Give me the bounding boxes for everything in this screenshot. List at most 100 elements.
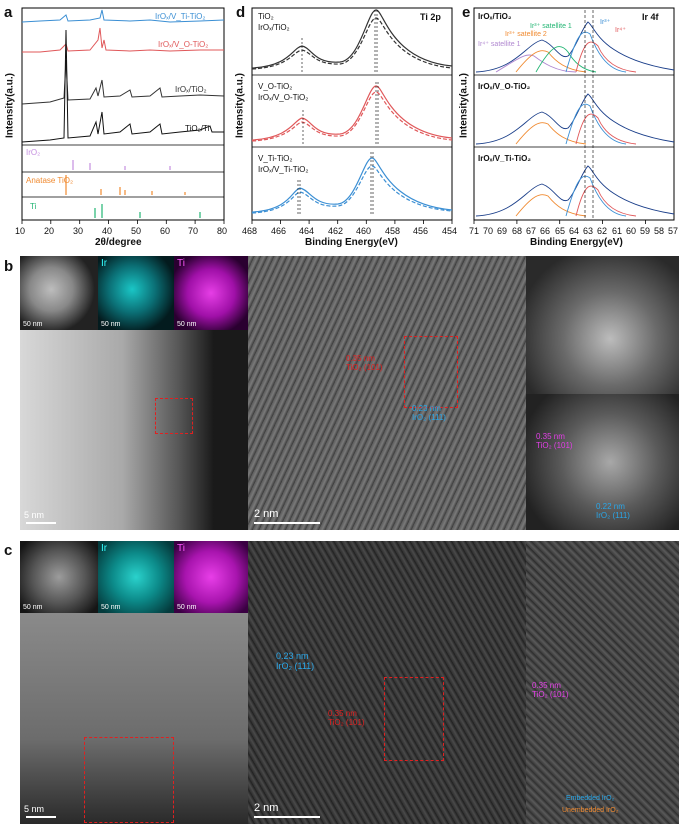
- c-scalebar-main: [26, 816, 56, 818]
- xtick: 464: [299, 226, 315, 236]
- c-annot-tio2: 0.35 nm TiO₂ (101): [328, 709, 365, 727]
- panel-letter-a: a: [4, 4, 13, 21]
- ti2p-legend-2-solid: V_O-TiO₂: [258, 82, 293, 91]
- c-haadf-overview: 50 nm: [20, 541, 98, 613]
- c-eds-ti-label: Ti: [177, 543, 185, 554]
- b-scale-main-label: 5 nm: [24, 510, 45, 520]
- c-hrstem-zoom: 0.23 nm IrO₂ (111) 0.35 nm TiO₂ (101) 2 …: [248, 541, 526, 824]
- b-atomic-bottom: 0.35 nm TiO₂ (101) 0.22 nm IrO₂ (111): [526, 394, 679, 530]
- xtick: 68: [512, 226, 523, 236]
- ir4f-ylabel: Intensity(a.u.): [458, 73, 470, 139]
- panel-letter-c: c: [4, 542, 13, 559]
- xtick: 30: [73, 226, 84, 236]
- c-zoom-box-2: [384, 677, 444, 761]
- ti2p-legend-2-dashed: IrOₓ/V_O-TiO₂: [258, 93, 309, 102]
- c-eds-scale-2: 50 nm: [177, 604, 197, 611]
- xrd-label-vti: IrOₓ/V_Ti-TiO₂: [155, 12, 206, 21]
- ref-label-ti: Ti: [30, 202, 37, 211]
- c-eds-ti-map: Ti 50 nm: [174, 541, 248, 613]
- xtick: 60: [626, 226, 637, 236]
- xtick: 66: [540, 226, 551, 236]
- b-scalebar-main: [26, 522, 56, 524]
- b-eds-ir-label: Ir: [101, 258, 108, 269]
- xrd-label-vo: IrOₓ/V_O-TiO₂: [158, 40, 209, 49]
- xtick: 57: [668, 226, 679, 236]
- xrd-trace-iro: [21, 59, 225, 105]
- ti2p-title: Ti 2p: [420, 12, 441, 22]
- ref-ti-sticks: [94, 204, 201, 218]
- b-annot-iro2-b: 0.22 nm IrO₂ (111): [596, 502, 630, 520]
- xtick: 65: [555, 226, 566, 236]
- b-scalebar-zoom: [254, 522, 320, 524]
- xtick: 462: [328, 226, 344, 236]
- ir4f-xlabel: Binding Energy(eV): [530, 237, 623, 248]
- xps-ti2p-chart: [251, 7, 453, 224]
- ti2p-ylabel: Intensity(a.u.): [234, 73, 246, 139]
- c-eds-scale-1: 50 nm: [101, 604, 121, 611]
- ir4f-annot-2: Ir³⁺ satellite 2: [505, 31, 547, 38]
- xrd-xlabel: 2θ/degree: [95, 237, 142, 248]
- xtick: 458: [385, 226, 401, 236]
- xtick: 10: [15, 226, 26, 236]
- xtick: 454: [442, 226, 458, 236]
- ref-iro2-sticks: [72, 160, 171, 170]
- b-atomic-top: [526, 256, 679, 394]
- xrd-trace-vo: [22, 27, 224, 53]
- ir4f-sub-2: IrOₓ/V_O-TiO₂: [478, 82, 531, 91]
- c-annot-iro2: 0.23 nm IrO₂ (111): [276, 651, 315, 671]
- b-annot-iro2: 0.23 nm IrO₂ (111): [412, 404, 446, 422]
- panel-letter-e: e: [462, 4, 471, 21]
- b-eds-ti-map: Ti 50 nm: [174, 256, 248, 330]
- xrd-trace-tio2: [21, 29, 224, 143]
- ir4f-annot-1: Ir³⁺ satellite 1: [530, 23, 572, 30]
- xrd-label-tio2: TiO₂/Ti: [185, 124, 210, 133]
- xtick: 63: [583, 226, 594, 236]
- ti2p-xlabel: Binding Energy(eV): [305, 237, 398, 248]
- b-annot-tio2-b: 0.35 nm TiO₂ (101): [536, 432, 573, 450]
- xps-ir4f-chart: [473, 7, 675, 224]
- c-eds-ir-label: Ir: [101, 543, 108, 554]
- ti2p-legend-3-solid: V_Ti-TiO₂: [258, 154, 293, 163]
- b-eds-scale-2: 50 nm: [177, 321, 197, 328]
- ti2p-legend-1-solid: TiO₂: [258, 12, 274, 21]
- b-eds-ir-map: Ir 50 nm: [98, 256, 174, 330]
- ref-anatase-sticks: [65, 175, 186, 195]
- b-eds-scale-0: 50 nm: [23, 321, 43, 328]
- xtick: 62: [597, 226, 608, 236]
- xtick: 67: [526, 226, 537, 236]
- c-legend-embedded: Embedded IrO₂: [566, 795, 615, 802]
- xtick: 71: [469, 226, 480, 236]
- panel-letter-d: d: [236, 4, 246, 21]
- b-eds-scale-1: 50 nm: [101, 321, 121, 328]
- c-eds-ir-map: Ir 50 nm: [98, 541, 174, 613]
- c-haadf-main: 5 nm: [20, 613, 248, 824]
- ir4f-sub-1: IrOₓ/TiO₂: [478, 12, 512, 21]
- xtick: 64: [569, 226, 580, 236]
- xtick: 70: [188, 226, 199, 236]
- xtick: 69: [497, 226, 508, 236]
- xtick: 50: [131, 226, 142, 236]
- b-scale-zoom-label: 2 nm: [254, 508, 279, 520]
- ir4f-annot-5: Ir³⁺: [600, 19, 611, 26]
- xtick: 20: [44, 226, 55, 236]
- xtick: 468: [242, 226, 258, 236]
- c-legend-unembedded: Unembedded IrO₂: [562, 807, 619, 814]
- ref-label-iro2: IrO₂: [26, 148, 41, 157]
- xtick: 58: [654, 226, 665, 236]
- c-scale-zoom-label: 2 nm: [254, 802, 279, 814]
- xtick: 60: [160, 226, 171, 236]
- xrd-ylabel: Intensity(a.u.): [4, 73, 16, 139]
- b-zoom-box: [155, 398, 193, 434]
- c-eds-scale-0: 50 nm: [23, 604, 43, 611]
- b-eds-ti-label: Ti: [177, 258, 185, 269]
- xtick: 70: [483, 226, 494, 236]
- xrd-trace-vti: [21, 9, 225, 23]
- xtick: 460: [356, 226, 372, 236]
- xtick: 61: [612, 226, 623, 236]
- xtick: 80: [217, 226, 228, 236]
- xtick: 456: [413, 226, 429, 236]
- c-scalebar-zoom: [254, 816, 320, 818]
- ir4f-annot-4: Ir⁴⁺: [615, 27, 626, 34]
- b-hrstem-zoom: 0.35 nm TiO₂ (101) 0.23 nm IrO₂ (111) 2 …: [248, 256, 526, 530]
- ti2p-legend-3-dashed: IrOₓ/V_Ti-TiO₂: [258, 165, 309, 174]
